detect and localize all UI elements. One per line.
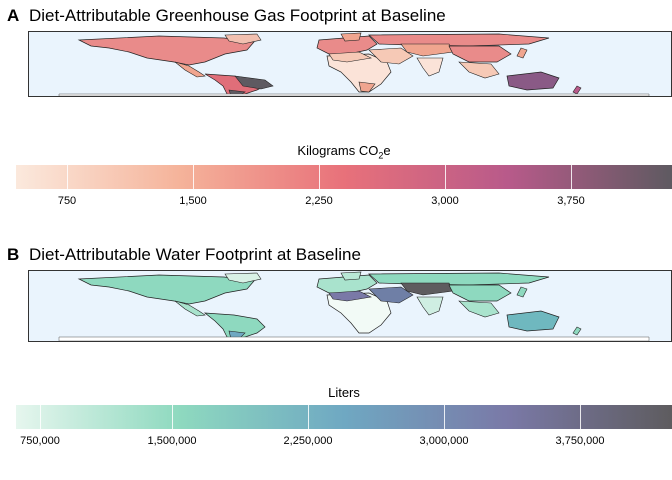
- scandinavia: [340, 271, 362, 281]
- water-legend-title: Liters: [328, 385, 360, 400]
- north-america: [77, 35, 255, 66]
- water-tick-label-4: 3,000,000: [419, 435, 469, 447]
- antarctica: [58, 93, 650, 96]
- ghg-tick-label-2: 1,500: [179, 195, 207, 207]
- india: [416, 296, 444, 316]
- north-africa: [328, 290, 372, 302]
- australia: [506, 310, 560, 332]
- central-asia: [400, 282, 454, 296]
- japan: [516, 47, 528, 59]
- ghg-world-map: [28, 31, 672, 97]
- water-tick-label-2: 1,500,000: [147, 435, 197, 447]
- water-color-scale: [16, 405, 672, 429]
- ghg-tick-mark-1: [67, 165, 68, 189]
- ghg-tick-mark-4: [445, 165, 446, 189]
- china: [448, 284, 512, 302]
- water-tick-mark-2: [172, 405, 173, 429]
- panel-b-title: Diet-Attributable Water Footprint at Bas…: [29, 245, 361, 264]
- water-tick-mark-3: [308, 405, 309, 429]
- russia: [368, 33, 550, 47]
- new-zealand: [572, 326, 582, 336]
- north-africa: [328, 51, 372, 63]
- panel-a-title: Diet-Attributable Greenhouse Gas Footpri…: [29, 6, 446, 25]
- southeast-asia: [458, 61, 500, 79]
- greenland: [224, 272, 262, 284]
- water-tick-mark-1: [40, 405, 41, 429]
- ghg-tick-label-4: 3,000: [431, 195, 459, 207]
- brazil: [234, 75, 274, 90]
- central-america: [174, 300, 206, 317]
- panel-b-letter: B: [7, 245, 20, 264]
- india: [416, 57, 444, 77]
- ghg-legend-title: Kilograms CO2e: [297, 143, 391, 161]
- middle-east: [368, 286, 414, 304]
- panel-a-letter: A: [7, 6, 20, 25]
- ghg-tick-label-3: 2,250: [305, 195, 333, 207]
- ghg-tick-mark-5: [571, 165, 572, 189]
- greenland: [224, 33, 262, 45]
- water-tick-label-5: 3,750,000: [555, 435, 605, 447]
- russia: [368, 272, 550, 286]
- central-asia: [400, 43, 454, 57]
- southern-africa: [358, 81, 376, 93]
- water-tick-mark-5: [580, 405, 581, 429]
- north-america: [77, 274, 255, 305]
- scandinavia: [340, 32, 362, 42]
- new-zealand: [572, 85, 582, 95]
- australia: [506, 71, 560, 91]
- ghg-color-scale: [16, 165, 672, 189]
- japan: [516, 286, 528, 298]
- ghg-tick-mark-2: [193, 165, 194, 189]
- china: [448, 45, 512, 63]
- ghg-tick-mark-3: [319, 165, 320, 189]
- ghg-tick-label-5: 3,750: [557, 195, 585, 207]
- water-world-map: [28, 270, 672, 342]
- antarctica: [58, 336, 650, 341]
- central-america: [174, 61, 206, 78]
- ghg-tick-label-1: 750: [57, 195, 77, 207]
- water-tick-label-3: 2,250,000: [283, 435, 333, 447]
- water-tick-label-1: 750,000: [20, 435, 60, 447]
- southeast-asia: [458, 300, 500, 318]
- water-tick-mark-4: [444, 405, 445, 429]
- middle-east: [368, 47, 414, 65]
